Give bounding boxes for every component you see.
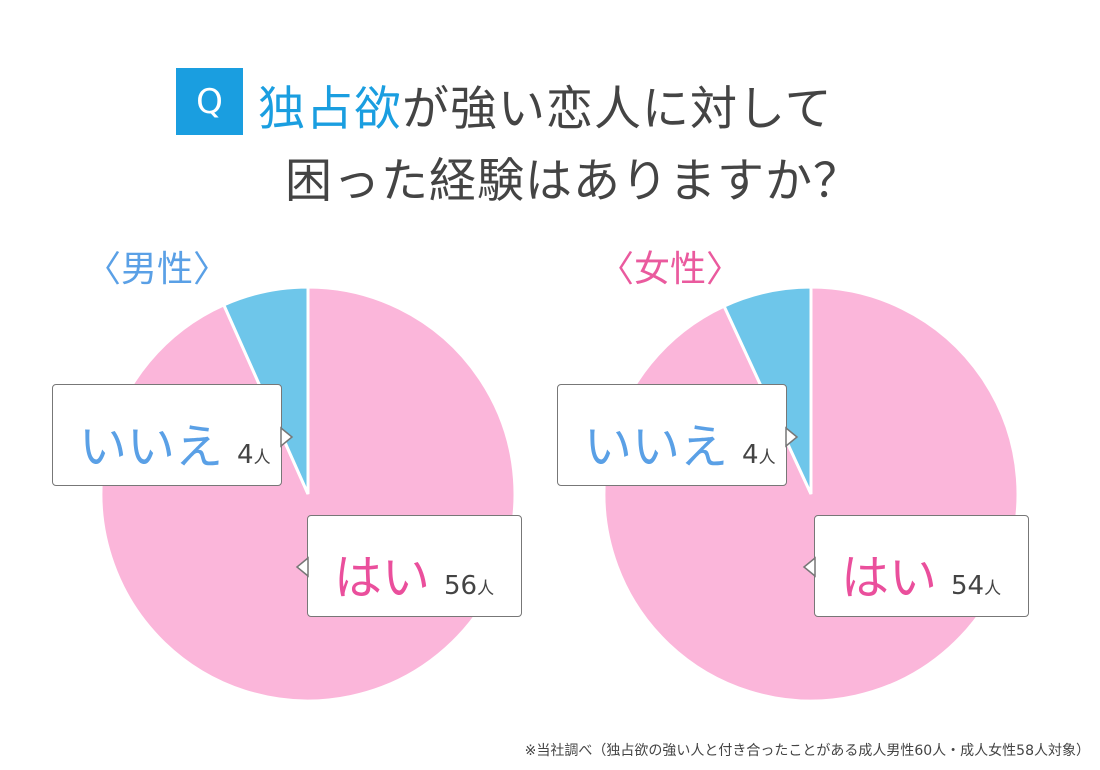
title-line-1: 独占欲が強い恋人に対して	[258, 70, 833, 139]
female-no-unit: 人	[758, 448, 776, 468]
male-yes-callout: はい 56 人	[307, 515, 522, 617]
male-yes-label: はい	[334, 550, 431, 606]
title-line-2: 困った経験はありますか？	[285, 154, 861, 209]
female-yes-label: はい	[841, 550, 938, 606]
male-yes-unit: 人	[477, 579, 495, 599]
male-no-unit: 人	[253, 448, 271, 468]
female-no-value: 4	[742, 440, 759, 470]
male-no-label: いいえ	[79, 419, 224, 475]
female-no-label: いいえ	[584, 419, 729, 475]
male-yes-value: 56	[444, 571, 478, 601]
female-yes-value: 54	[951, 571, 985, 601]
male-no-value: 4	[237, 440, 254, 470]
title-rest: が強い恋人に対して	[402, 82, 833, 137]
female-label: 〈女性〉	[598, 249, 743, 290]
footnote: ※当社調べ（独占欲の強い人と付き合ったことがある成人男性60人・成人女性58人対…	[524, 743, 1090, 759]
female-yes-unit: 人	[984, 579, 1002, 599]
q-badge: Q	[176, 68, 243, 135]
title-highlight: 独占欲	[258, 82, 402, 137]
male-label: 〈男性〉	[85, 249, 230, 290]
female-yes-callout: はい 54 人	[814, 515, 1029, 617]
